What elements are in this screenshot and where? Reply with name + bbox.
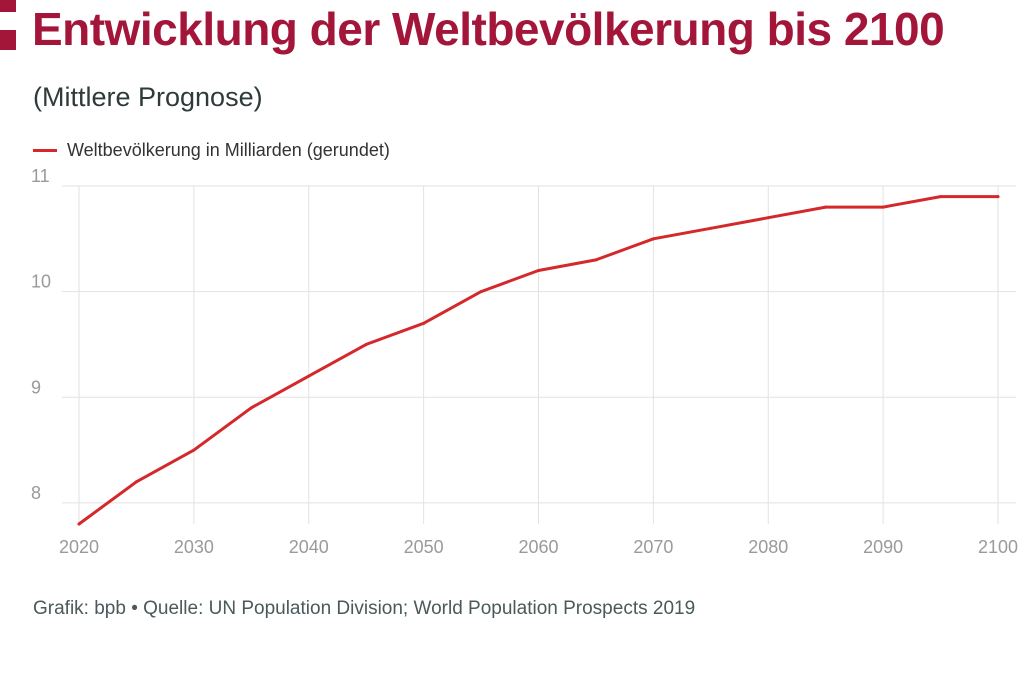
y-tick-label: 10 bbox=[31, 272, 51, 292]
y-tick-label: 8 bbox=[31, 483, 41, 503]
data-point bbox=[939, 195, 943, 199]
data-point bbox=[651, 237, 655, 241]
data-point bbox=[996, 195, 1000, 199]
x-tick-label: 2100 bbox=[978, 537, 1018, 557]
legend-line-swatch bbox=[33, 149, 57, 152]
accent-bar-bottom bbox=[0, 30, 16, 50]
data-point bbox=[594, 258, 598, 262]
data-point bbox=[249, 406, 253, 410]
data-point bbox=[77, 522, 81, 526]
y-tick-label: 9 bbox=[31, 377, 41, 397]
legend-label: Weltbevölkerung in Milliarden (gerundet) bbox=[67, 140, 390, 160]
data-point bbox=[134, 480, 138, 484]
series-layer bbox=[77, 195, 1000, 526]
data-point bbox=[307, 374, 311, 378]
data-point bbox=[192, 448, 196, 452]
chart-subtitle: (Mittlere Prognose) bbox=[33, 82, 263, 112]
data-point bbox=[364, 342, 368, 346]
legend: Weltbevölkerung in Milliarden (gerundet) bbox=[33, 140, 390, 161]
x-tick-label: 2020 bbox=[59, 537, 99, 557]
data-point bbox=[479, 290, 483, 294]
x-tick-label: 2040 bbox=[289, 537, 329, 557]
source-note: Grafik: bpb • Quelle: UN Population Divi… bbox=[33, 598, 696, 619]
data-point bbox=[422, 321, 426, 325]
x-tick-label: 2070 bbox=[633, 537, 673, 557]
data-point bbox=[766, 216, 770, 220]
x-tick-label: 2090 bbox=[863, 537, 903, 557]
x-tick-label: 2080 bbox=[748, 537, 788, 557]
chart-title: Entwicklung der Weltbevölkerung bis 2100 bbox=[32, 3, 945, 55]
data-point bbox=[881, 205, 885, 209]
data-point bbox=[824, 205, 828, 209]
data-point bbox=[709, 226, 713, 230]
data-point bbox=[537, 269, 540, 272]
grid-layer bbox=[62, 185, 1016, 524]
accent-bar-top bbox=[0, 0, 16, 12]
x-tick-label: 2050 bbox=[404, 537, 444, 557]
tick-layer: 2020 2030 2040 2050 2060 2070 2080 2090 2100 8 9 10… bbox=[31, 166, 1018, 557]
y-tick-label: 11 bbox=[31, 166, 50, 186]
x-tick-label: 2030 bbox=[174, 537, 214, 557]
x-tick-label: 2060 bbox=[518, 537, 558, 557]
